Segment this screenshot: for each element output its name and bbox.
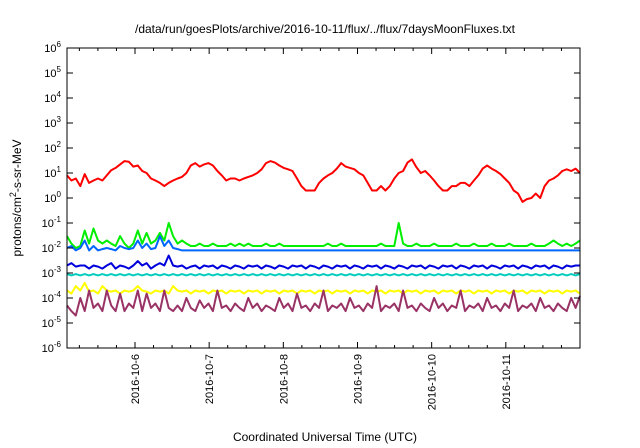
- y-tick-exp: 2: [57, 140, 62, 149]
- y-axis-label: protons/cm2-s-sr-MeV: [8, 139, 24, 256]
- y-tick-label: 10-5: [42, 315, 62, 330]
- y-tick-exp: 1: [57, 165, 62, 174]
- x-tick-label: 2016-10-8: [278, 354, 290, 404]
- y-tick-base: 10: [44, 43, 56, 55]
- y-axis-label-sup: 2: [8, 192, 18, 197]
- y-tick-label: 10-4: [42, 290, 62, 305]
- y-tick-label: 10-6: [42, 340, 62, 355]
- y-tick-exp: 4: [57, 90, 62, 99]
- y-tick-exp: 6: [57, 40, 62, 49]
- y-tick-label: 100: [44, 190, 61, 205]
- y-tick-base: 10: [42, 268, 54, 280]
- y-tick-base: 10: [44, 68, 56, 80]
- y-tick-label: 10-3: [42, 265, 62, 280]
- series-line: [66, 235, 580, 252]
- y-tick-base: 10: [44, 143, 56, 155]
- y-axis: 10-610-510-410-310-210-11001011021031041…: [42, 40, 580, 355]
- y-tick-base: 10: [44, 168, 56, 180]
- x-tick-label: 2016-10-11: [501, 354, 513, 409]
- y-tick-label: 106: [44, 40, 61, 55]
- y-tick-label: 10-2: [42, 240, 62, 255]
- x-tick-label: 2016-10-7: [204, 354, 216, 404]
- series-line: [66, 254, 580, 270]
- x-tick-label: 2016-10-6: [130, 354, 142, 404]
- y-tick-base: 10: [42, 218, 54, 230]
- chart-title: /data/run/goesPlots/archive/2016-10-11/f…: [135, 22, 516, 36]
- y-tick-base: 10: [42, 343, 54, 355]
- y-tick-label: 105: [44, 65, 61, 80]
- x-tick-label: 2016-10-9: [352, 354, 364, 404]
- x-axis-label: Coordinated Universal Time (UTC): [233, 430, 417, 444]
- series-line: [66, 273, 581, 277]
- y-tick-exp: -4: [54, 290, 62, 299]
- y-tick-exp: -6: [54, 340, 62, 349]
- y-tick-exp: 3: [57, 115, 62, 124]
- y-tick-base: 10: [44, 118, 56, 130]
- x-tick-label: 2016-10-10: [427, 354, 439, 410]
- series-layer: [66, 158, 581, 317]
- series-line: [66, 222, 581, 249]
- y-tick-label: 103: [44, 115, 61, 130]
- y-tick-base: 10: [42, 243, 54, 255]
- y-tick-base: 10: [44, 93, 56, 105]
- y-tick-label: 104: [44, 90, 61, 105]
- y-tick-base: 10: [44, 193, 56, 205]
- y-tick-exp: 5: [57, 65, 62, 74]
- x-axis: 2016-10-6 2016-10-7 2016-10-8 2016-10-9 2016…: [78, 48, 562, 410]
- y-tick-exp: -3: [54, 265, 62, 274]
- y-axis-label-rest: -s-sr-MeV: [10, 139, 24, 192]
- y-tick-label: 102: [44, 140, 61, 155]
- y-tick-label: 101: [44, 165, 61, 180]
- y-tick-exp: -5: [54, 315, 62, 324]
- y-axis-label-base: protons/cm: [10, 197, 24, 256]
- series-line: [66, 285, 581, 317]
- y-tick-exp: -1: [54, 215, 62, 224]
- series-line: [66, 158, 581, 203]
- y-tick-base: 10: [42, 318, 54, 330]
- y-tick-exp: 0: [57, 190, 62, 199]
- y-tick-exp: -2: [54, 240, 62, 249]
- y-tick-label: 10-1: [42, 215, 62, 230]
- y-tick-base: 10: [42, 293, 54, 305]
